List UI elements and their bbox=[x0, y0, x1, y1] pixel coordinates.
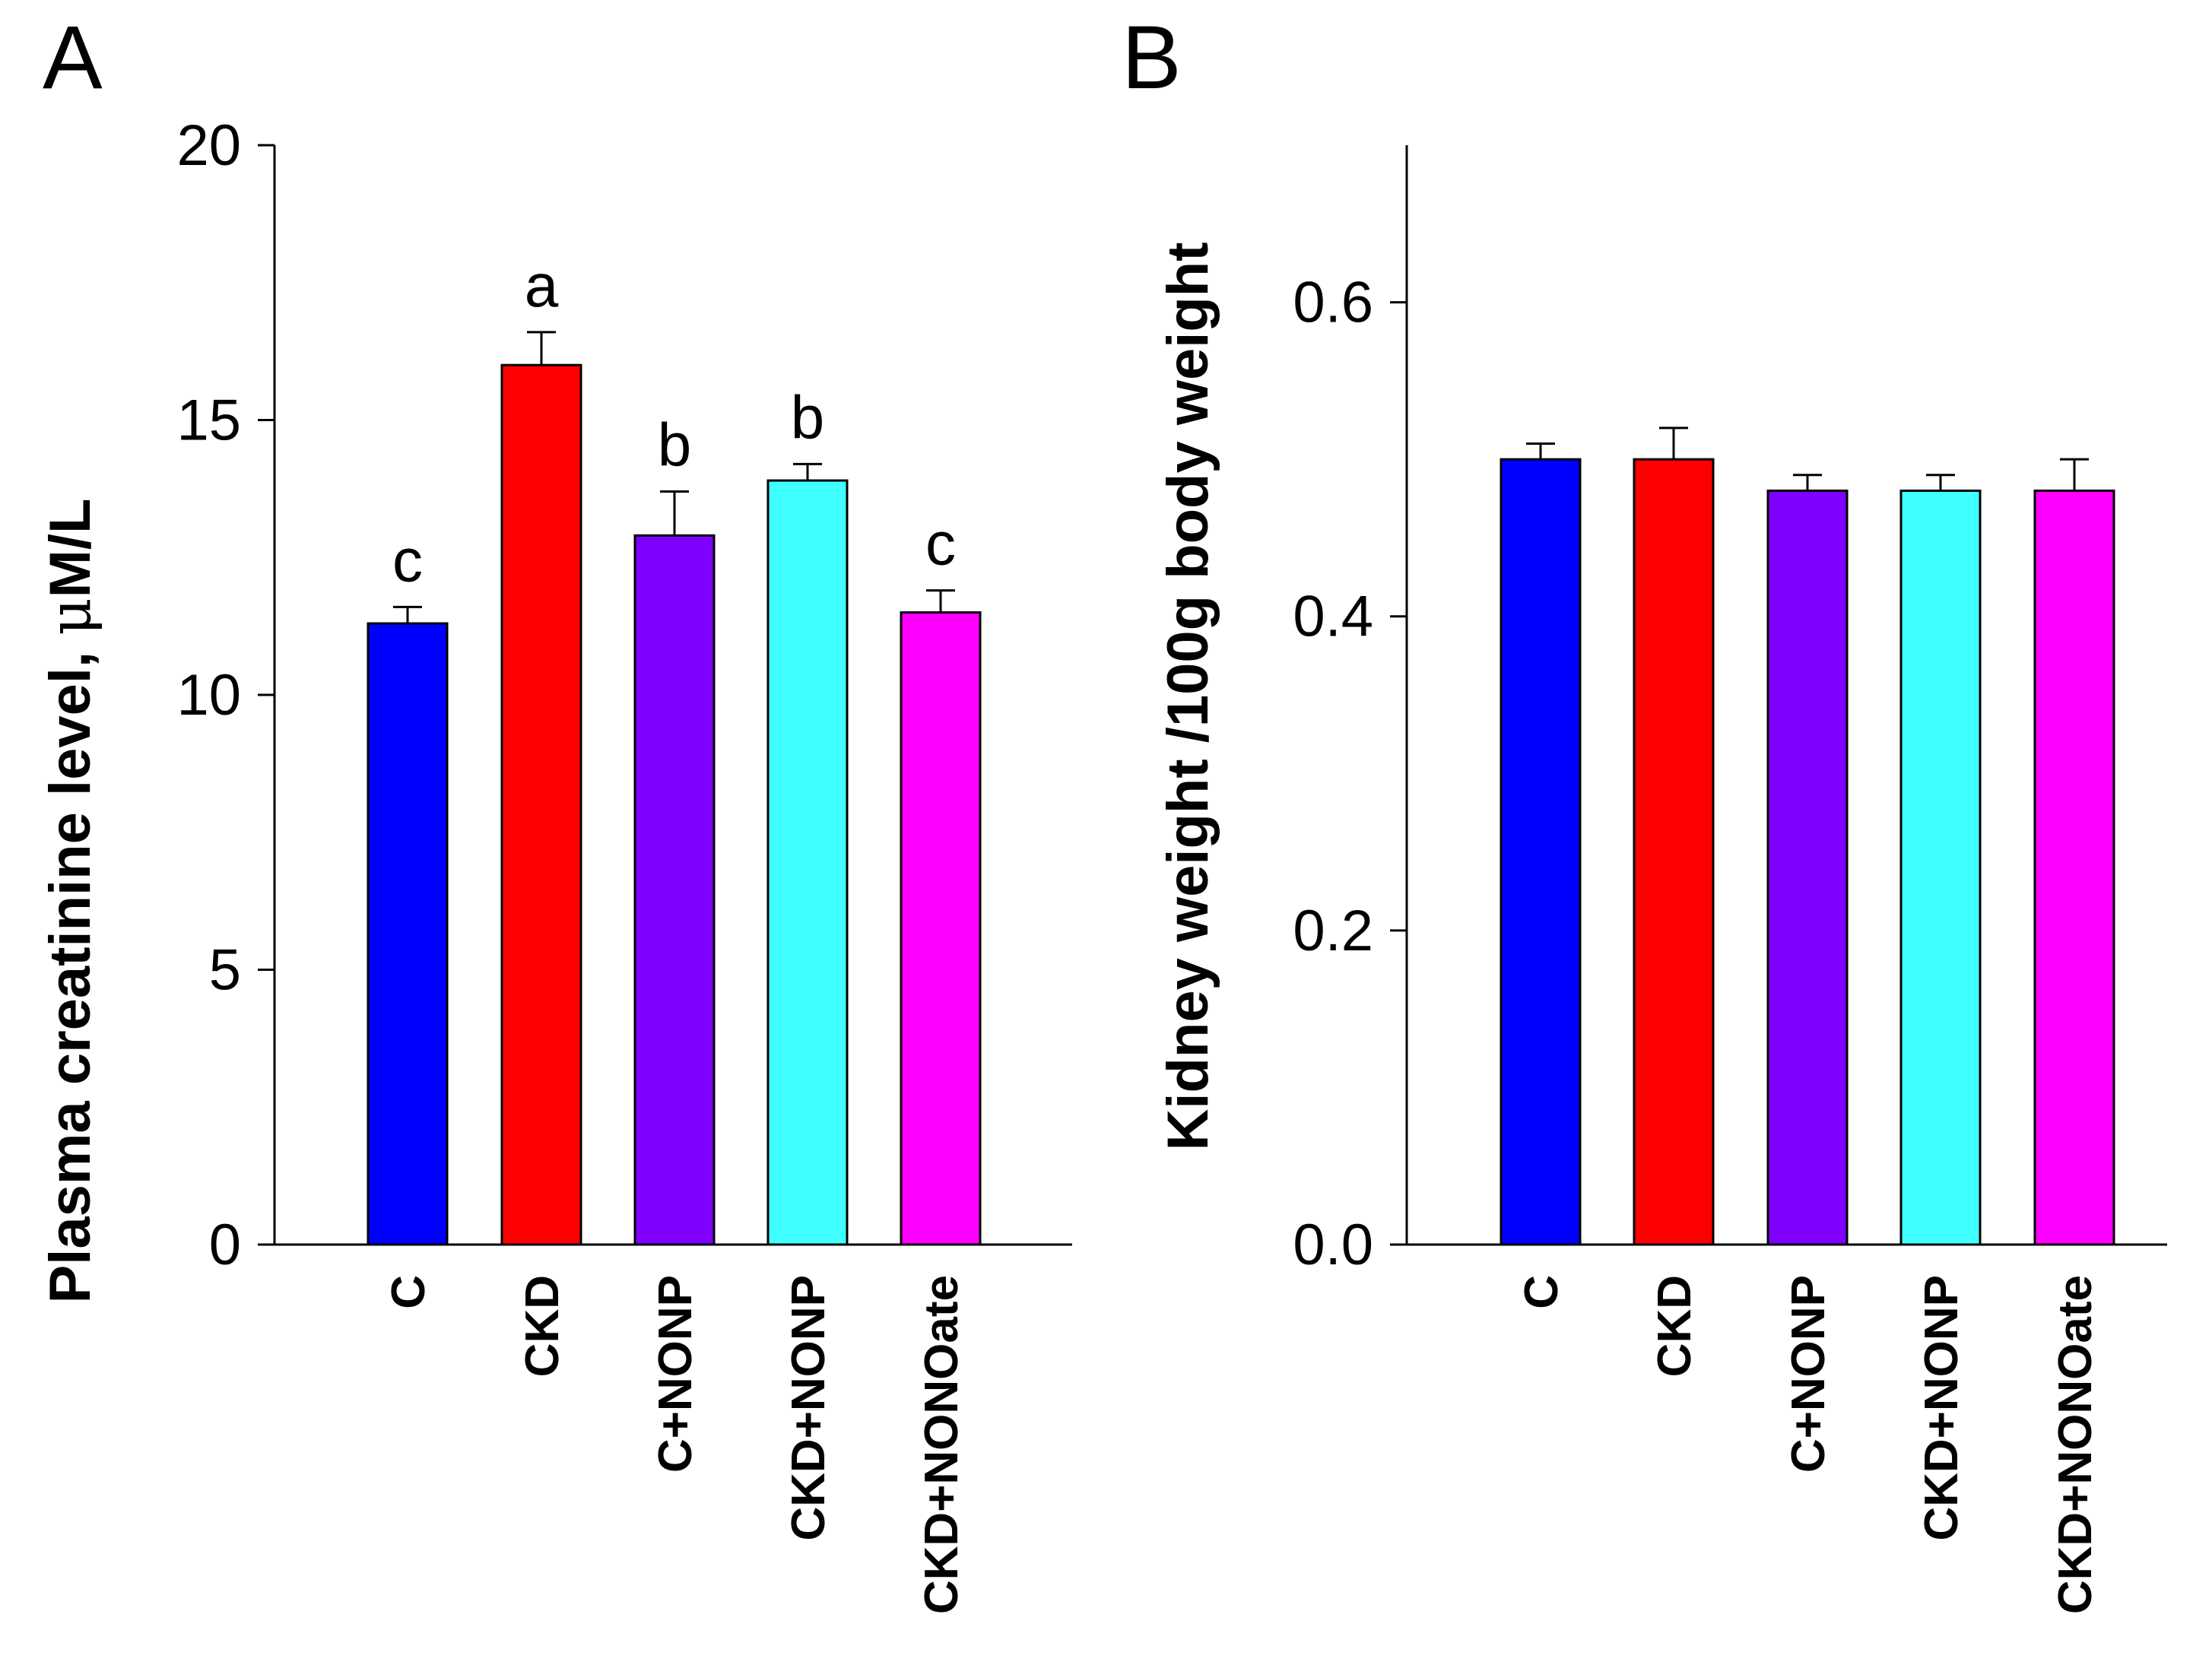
panel-a-y-ticks: 0 5 10 15 20 bbox=[176, 113, 275, 1277]
category-label: CKD+NONOate bbox=[2049, 1275, 2102, 1614]
panel-b-y-axis-title: Kidney weight /100g body weight bbox=[1156, 242, 1220, 1150]
bar-ckd-plus-nonp bbox=[1899, 489, 1982, 1246]
panel-a-letter: A bbox=[43, 8, 103, 108]
significance-label: b bbox=[658, 411, 692, 478]
y-tick-label: 0.4 bbox=[1293, 585, 1373, 649]
bar-c bbox=[367, 622, 449, 1246]
panel-b-bars bbox=[1500, 427, 2115, 1246]
category-label: C+NONP bbox=[649, 1275, 702, 1473]
y-tick-label: 20 bbox=[176, 113, 241, 178]
panel-b-y-ticks: 0.0 0.2 0.4 0.6 bbox=[1293, 271, 1407, 1277]
panel-b-letter: B bbox=[1122, 8, 1182, 108]
panel-a-bars: c a b b c bbox=[367, 252, 982, 1246]
bar-ckd bbox=[1633, 458, 1715, 1246]
y-tick-label: 0.6 bbox=[1293, 271, 1373, 335]
category-label: CKD+NONOate bbox=[916, 1275, 968, 1614]
panel-b-category-labels: C CKD C+NONP CKD+NONP CKD+NONOate bbox=[1515, 1275, 2102, 1614]
category-label: C bbox=[1515, 1275, 1568, 1309]
bar-ckd-plus-nonp bbox=[766, 479, 849, 1246]
bar-ckd-plus-nonoate bbox=[900, 611, 982, 1246]
category-label: CKD+NONP bbox=[782, 1275, 835, 1541]
significance-label: c bbox=[392, 526, 423, 594]
y-tick-label: 0 bbox=[209, 1213, 241, 1277]
category-label: C+NONP bbox=[1782, 1275, 1835, 1473]
panel-a-y-axis-title: Plasma creatinine level, μM/L bbox=[36, 499, 103, 1304]
bar-c-plus-nonp bbox=[633, 534, 716, 1246]
category-label: C bbox=[382, 1275, 435, 1309]
category-label: CKD bbox=[1649, 1275, 1701, 1377]
significance-label: c bbox=[925, 510, 956, 578]
y-tick-label: 15 bbox=[176, 388, 241, 453]
panel-a-category-labels: C CKD C+NONP CKD+NONP CKD+NONOate bbox=[382, 1275, 968, 1614]
bar-c-plus-nonp bbox=[1766, 489, 1849, 1246]
category-label: CKD bbox=[516, 1275, 569, 1377]
y-tick-label: 10 bbox=[176, 663, 241, 728]
y-tick-label: 0.0 bbox=[1293, 1213, 1373, 1277]
y-tick-label: 0.2 bbox=[1293, 899, 1373, 963]
bar-c bbox=[1500, 458, 1582, 1246]
y-tick-label: 5 bbox=[209, 938, 241, 1003]
panel-b: B Kidney weight /100g body weight 0.0 0.2… bbox=[1122, 8, 2167, 1614]
significance-label: a bbox=[525, 252, 559, 319]
category-label: CKD+NONP bbox=[1915, 1275, 1968, 1541]
bar-ckd-plus-nonoate bbox=[2033, 489, 2115, 1246]
significance-label: b bbox=[791, 383, 825, 451]
panel-a: A Plasma creatinine level, μM/L 0 5 10 15 20… bbox=[36, 8, 1072, 1614]
bar-ckd bbox=[500, 363, 582, 1246]
